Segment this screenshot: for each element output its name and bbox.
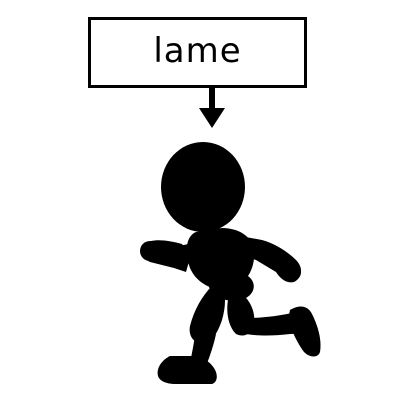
label-text: lame bbox=[153, 30, 242, 71]
label-box: lame bbox=[88, 17, 307, 88]
arrow-down-icon bbox=[199, 88, 225, 128]
